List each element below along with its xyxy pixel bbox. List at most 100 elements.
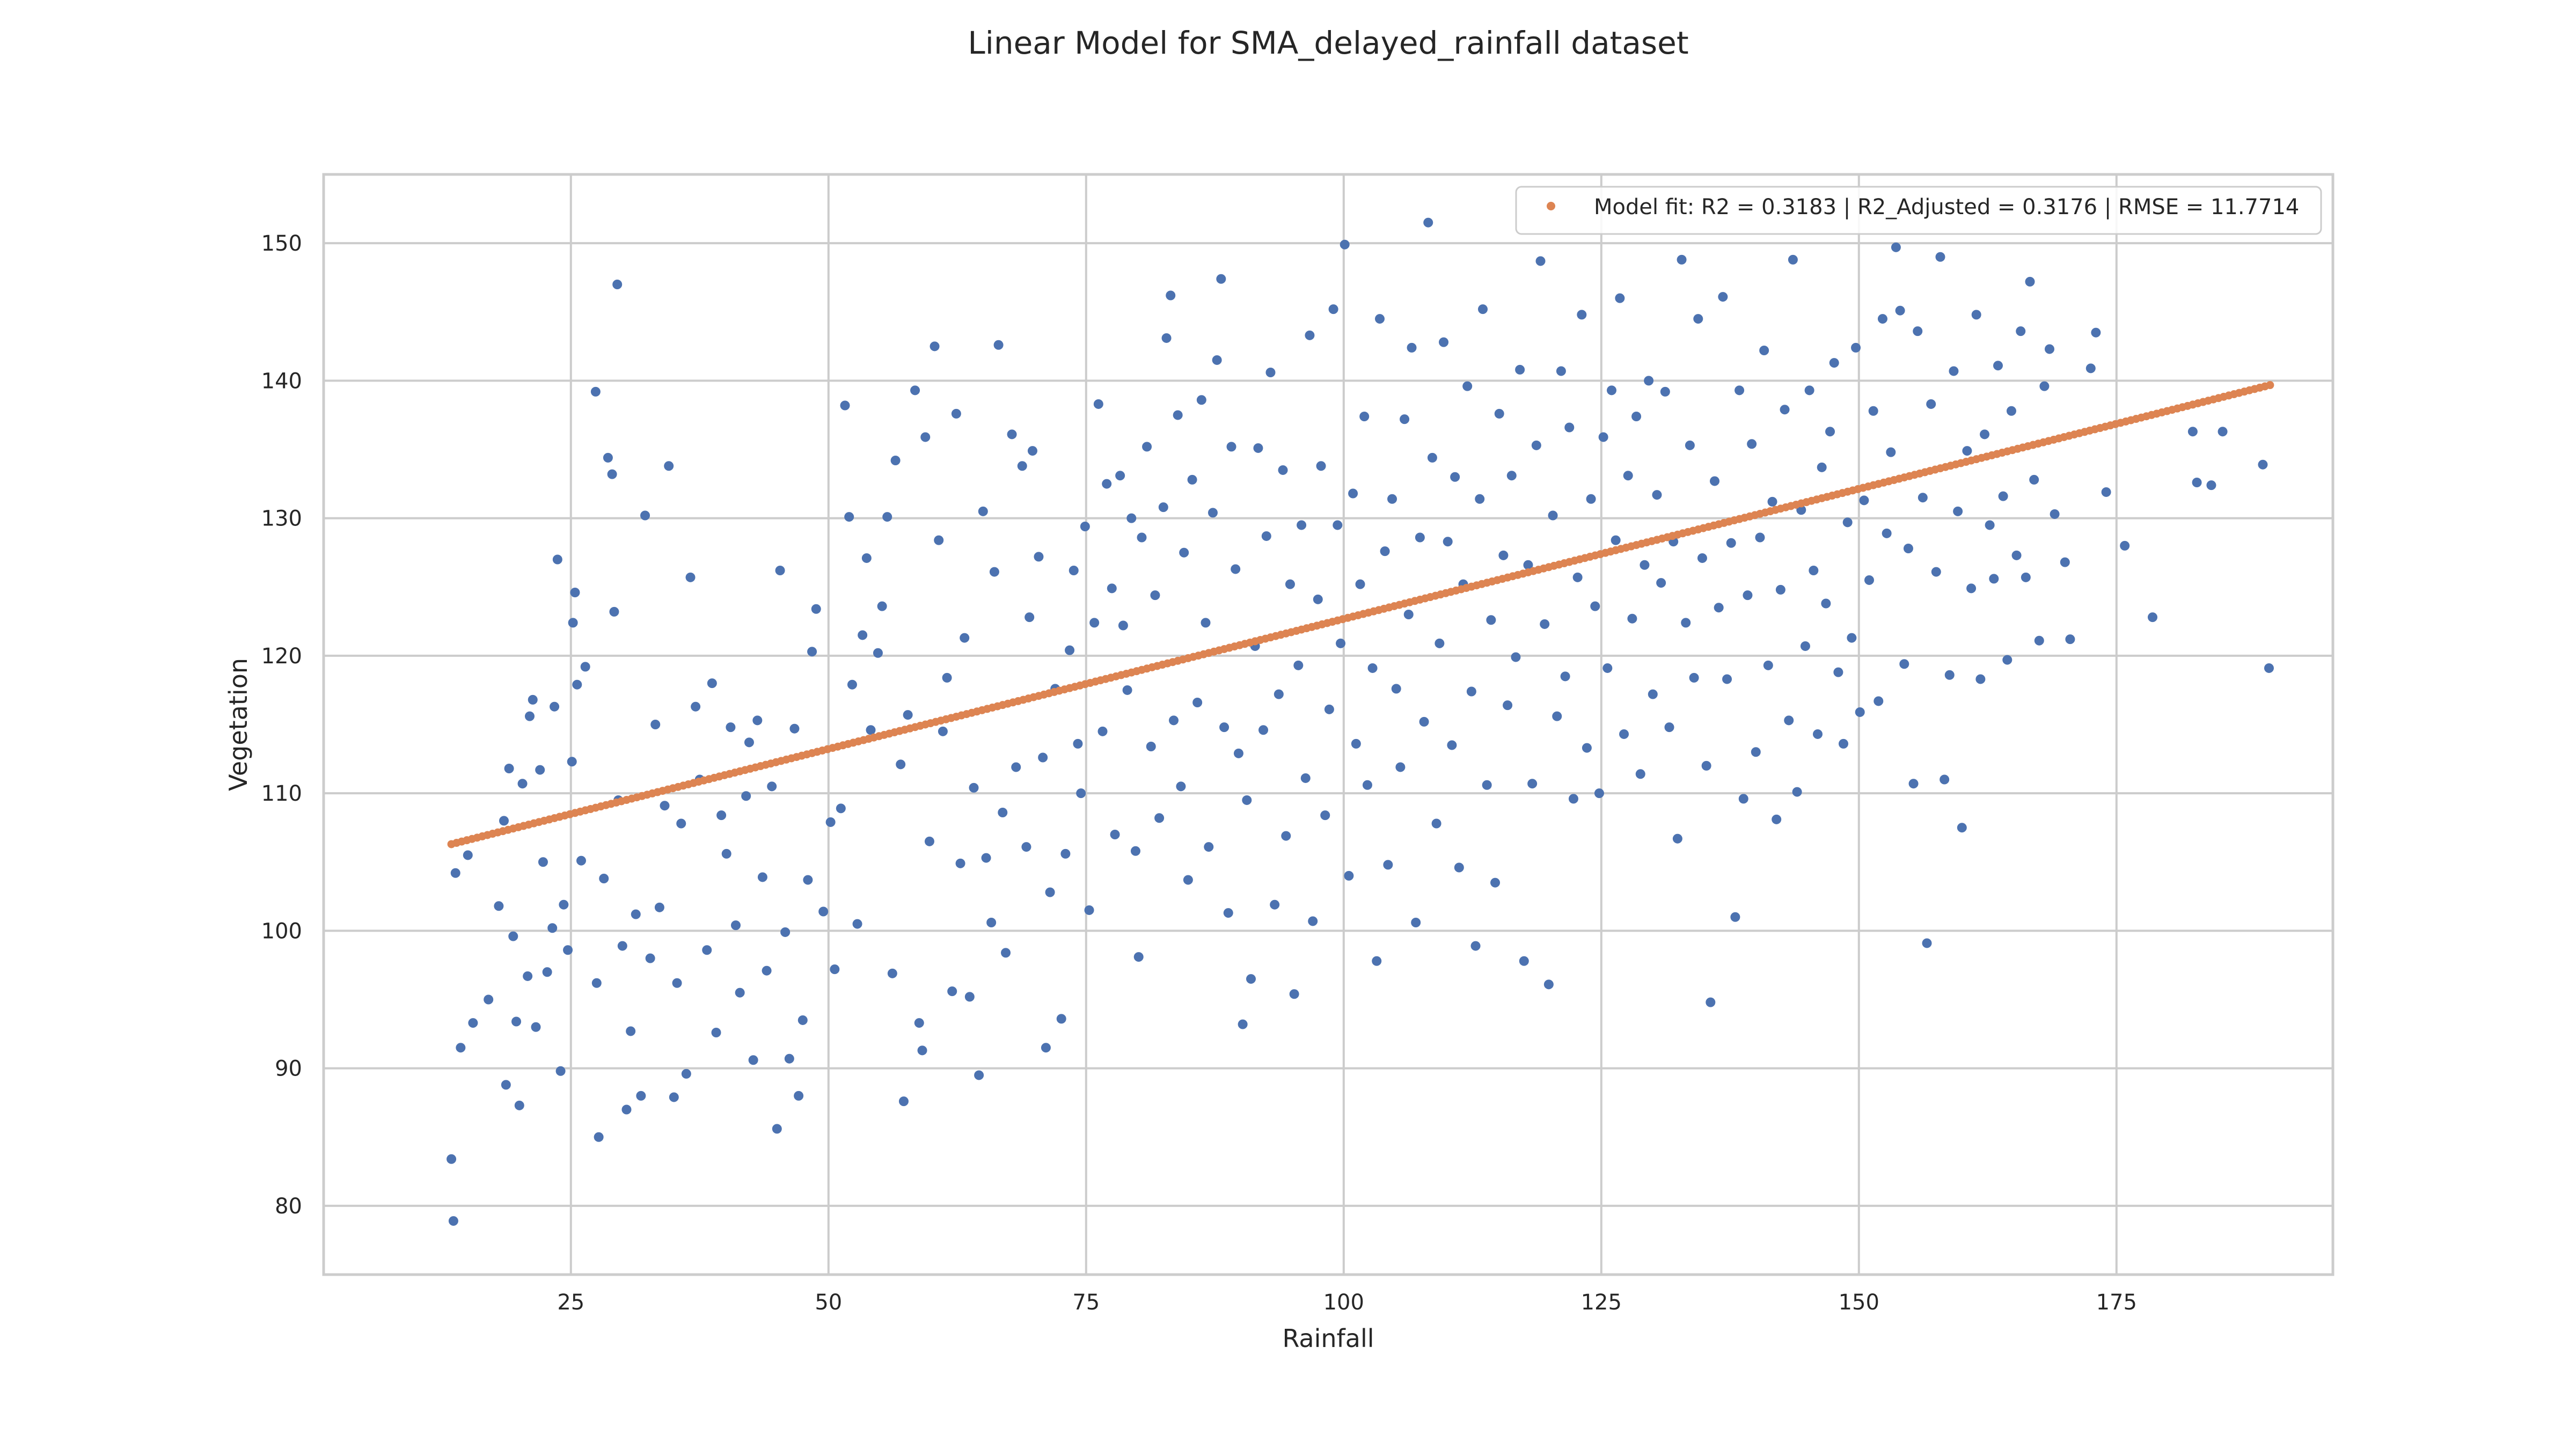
data-point <box>1953 506 1963 516</box>
data-point <box>1572 572 1583 582</box>
data-point <box>1219 722 1230 733</box>
data-point <box>1076 788 1086 799</box>
data-point <box>1411 918 1421 927</box>
data-point <box>1400 414 1410 425</box>
data-point <box>1285 579 1295 589</box>
data-point <box>1859 495 1869 506</box>
x-tick-label: 125 <box>1581 1290 1622 1315</box>
data-point <box>676 818 686 829</box>
data-point <box>1161 333 1172 343</box>
data-point <box>1212 355 1222 365</box>
data-point <box>861 553 872 563</box>
data-point <box>1602 663 1613 673</box>
data-point <box>711 1028 721 1037</box>
model-fit-points <box>447 381 2274 848</box>
data-point <box>2050 509 2060 519</box>
data-point <box>594 1132 604 1142</box>
data-point <box>1333 520 1343 530</box>
data-point <box>617 941 627 951</box>
y-tick-label: 130 <box>261 507 302 531</box>
data-point <box>2258 459 2268 470</box>
data-point <box>1503 700 1513 711</box>
data-point <box>1359 412 1370 421</box>
data-point <box>903 710 913 720</box>
data-point <box>572 679 582 690</box>
data-point <box>1466 686 1476 697</box>
data-point <box>1097 726 1108 736</box>
data-point <box>1685 440 1695 450</box>
data-point <box>1784 715 1794 726</box>
data-point <box>1192 698 1203 707</box>
data-point <box>830 964 840 975</box>
data-point <box>1772 814 1782 824</box>
data-point <box>797 1015 808 1025</box>
data-point <box>1957 823 1967 833</box>
data-point <box>1829 358 1839 368</box>
data-point <box>1985 520 1995 530</box>
data-point <box>1340 239 1350 250</box>
data-point <box>691 701 701 712</box>
data-point <box>1443 537 1453 547</box>
data-point <box>1980 429 1990 440</box>
data-point <box>1045 887 1055 897</box>
data-point <box>2192 478 2202 487</box>
data-point <box>1001 948 1011 958</box>
data-point <box>1447 740 1457 750</box>
data-point <box>547 923 558 933</box>
data-point <box>1238 1019 1248 1029</box>
data-point <box>1615 293 1625 303</box>
data-point <box>1949 366 1959 376</box>
data-point <box>1821 598 1831 609</box>
data-point <box>1527 779 1538 789</box>
data-point <box>538 857 548 867</box>
data-point <box>1718 292 1728 302</box>
data-point <box>1540 619 1550 629</box>
data-point <box>1511 652 1521 662</box>
data-point <box>559 899 569 910</box>
data-point <box>1021 842 1031 852</box>
data-point <box>563 945 573 955</box>
data-point <box>1265 368 1276 377</box>
data-point <box>1855 707 1865 717</box>
data-point <box>555 1066 566 1076</box>
data-point <box>772 1124 782 1134</box>
data-point <box>1788 254 1798 265</box>
data-point <box>603 452 613 463</box>
data-point <box>636 1091 646 1101</box>
data-point <box>660 801 670 811</box>
data-point <box>1623 471 1633 481</box>
data-point <box>1722 674 1732 684</box>
data-point <box>1751 747 1761 757</box>
data-point <box>1208 508 1218 518</box>
data-point <box>914 1018 924 1028</box>
data-point <box>2025 276 2035 287</box>
data-point <box>2120 540 2130 551</box>
data-point <box>1017 461 1027 471</box>
data-point <box>1233 748 1243 758</box>
data-point <box>1223 908 1233 918</box>
data-point <box>989 567 999 577</box>
data-point <box>1494 408 1504 419</box>
data-point <box>590 386 601 397</box>
x-tick-label: 150 <box>1839 1290 1879 1315</box>
y-tick-label: 120 <box>261 644 302 669</box>
data-point <box>514 1100 524 1110</box>
data-point <box>1470 941 1481 951</box>
data-point <box>1387 494 1397 504</box>
data-point <box>873 648 883 658</box>
data-point <box>1552 711 1562 721</box>
data-point <box>794 1091 804 1101</box>
data-point <box>2011 550 2022 560</box>
data-point <box>1627 613 1637 624</box>
data-point <box>523 971 533 981</box>
data-point <box>1926 399 1936 409</box>
data-point <box>1150 590 1160 601</box>
data-point <box>1944 670 1955 680</box>
data-point <box>1383 860 1393 870</box>
data-point <box>934 535 944 545</box>
data-point <box>450 868 460 878</box>
data-point <box>501 1080 511 1090</box>
data-point <box>2101 487 2111 497</box>
y-gridlines <box>324 242 2333 1207</box>
data-point <box>1478 304 1488 314</box>
